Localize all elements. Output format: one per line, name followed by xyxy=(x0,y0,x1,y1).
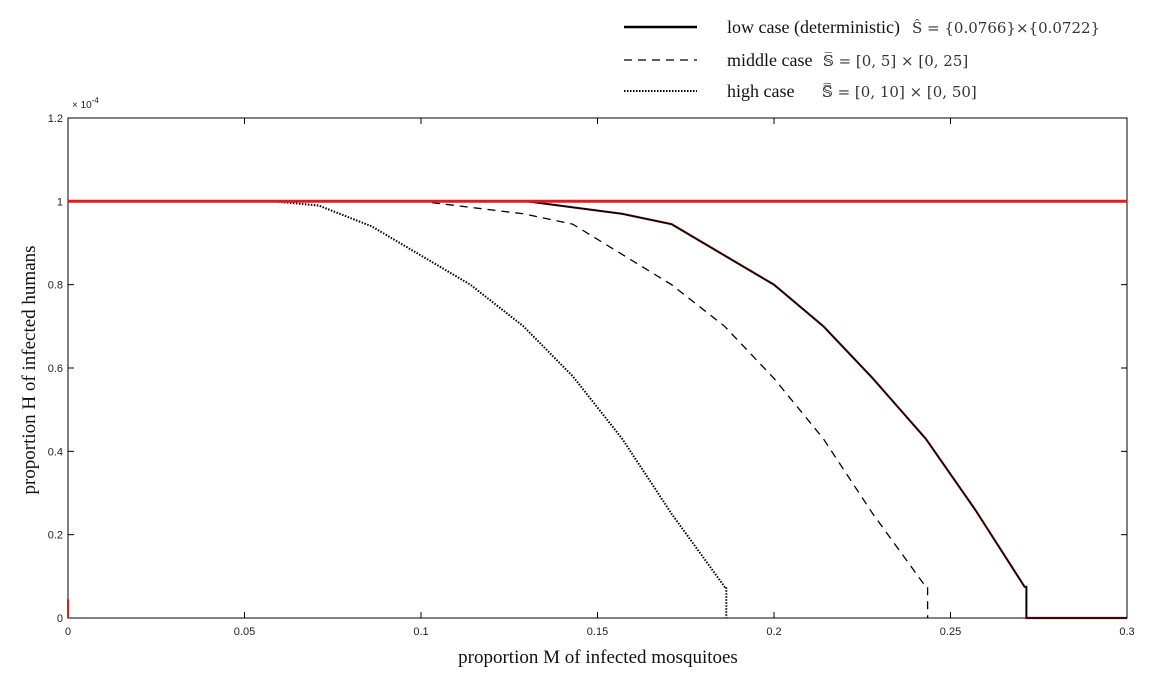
axes-frame xyxy=(67,117,1128,619)
legend: low case (deterministic) Ŝ = {0.0766}×{0.… xyxy=(624,17,1100,101)
y-tick-label: 0.4 xyxy=(48,446,63,458)
series-line-dashed xyxy=(68,200,929,618)
legend-set: Ŝ = {0.0766}×{0.0722} xyxy=(912,19,1100,37)
legend-label: middle case xyxy=(727,50,812,70)
series-line-solid xyxy=(68,200,1127,619)
legend-label: high case xyxy=(727,81,794,101)
x-tick-label: 0.3 xyxy=(1119,626,1134,638)
legend-label: low case (deterministic) xyxy=(727,17,900,38)
x-tick-label: 0 xyxy=(65,626,71,638)
series-line-overlay xyxy=(68,200,1127,620)
y-axis-title: proportion H of infected humans xyxy=(19,245,40,494)
x-tick-label: 0.1 xyxy=(413,626,428,638)
legend-set: 𝕊̅ = [0, 5] × [0, 25] xyxy=(823,51,968,70)
y-exponent-base: × 10 xyxy=(72,100,92,111)
y-tick-label: 0.8 xyxy=(48,280,63,292)
x-tick-label: 0.2 xyxy=(766,626,781,638)
x-axis-title: proportion M of infected mosquitoes xyxy=(458,647,738,668)
axis-ticks: 0 0.05 0.1 0.15 0.2 0.25 0.3 0 0.2 0.4 0.6 0.8 1 1.2 xyxy=(48,113,1135,638)
y-exponent-label: × 10-4 xyxy=(72,96,99,111)
y-tick-label: 0.6 xyxy=(48,363,63,375)
plot-box xyxy=(67,117,1128,619)
y-tick-label: 1.2 xyxy=(48,113,63,125)
y-exponent-power: -4 xyxy=(92,96,100,105)
legend-set: 𝕊̿ = [0, 10] × [0, 50] xyxy=(822,82,977,101)
x-tick-label: 0.05 xyxy=(234,626,255,638)
x-tick-label: 0.15 xyxy=(587,626,608,638)
x-tick-label: 0.25 xyxy=(940,626,961,638)
y-tick-label: 0.2 xyxy=(48,530,63,542)
y-tick-label: 0 xyxy=(57,613,63,625)
y-tick-label: 1 xyxy=(57,196,63,208)
series-layer xyxy=(67,199,1127,620)
series-line-dotted xyxy=(68,200,728,618)
